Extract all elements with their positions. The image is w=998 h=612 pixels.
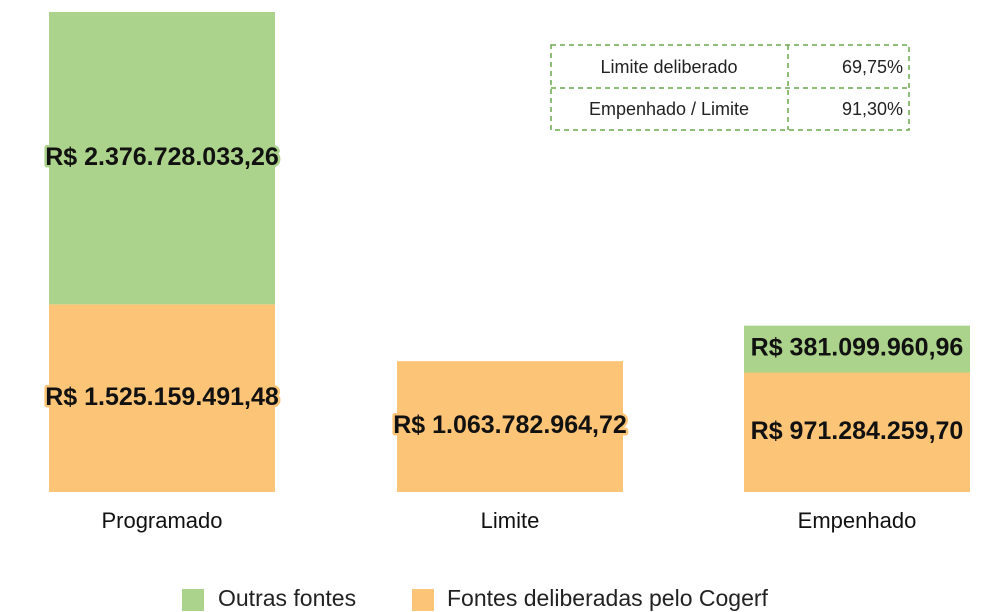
data-label: R$ 1.063.782.964,72	[393, 411, 627, 439]
data-label: R$ 2.376.728.033,26	[45, 143, 279, 171]
ratio-table: Limite deliberado 69,75% Empenhado / Lim…	[550, 44, 910, 131]
table-cell: Empenhado / Limite	[589, 99, 749, 119]
bar-segment	[744, 372, 970, 492]
table-cell: Limite deliberado	[600, 57, 737, 77]
x-tick-label: Programado	[101, 508, 222, 533]
bar-segment	[397, 361, 623, 492]
table-border	[550, 44, 910, 131]
table-cell: 91,30%	[842, 99, 903, 119]
data-label: R$ 1.525.159.491,48	[45, 383, 279, 411]
x-tick-label: Limite	[481, 508, 540, 533]
legend-label: Fontes deliberadas pelo Cogerf	[447, 585, 769, 611]
bar-segment	[49, 304, 275, 492]
legend-swatch	[182, 589, 204, 611]
legend-swatch	[412, 589, 434, 611]
table-cell: 69,75%	[842, 57, 903, 77]
data-label: R$ 381.099.960,96	[751, 334, 964, 362]
bar-segment	[49, 12, 275, 305]
data-label: R$ 971.284.259,70	[751, 417, 964, 445]
x-tick-label: Empenhado	[798, 508, 917, 533]
bar-segment	[744, 325, 970, 373]
legend-label: Outras fontes	[218, 585, 356, 611]
